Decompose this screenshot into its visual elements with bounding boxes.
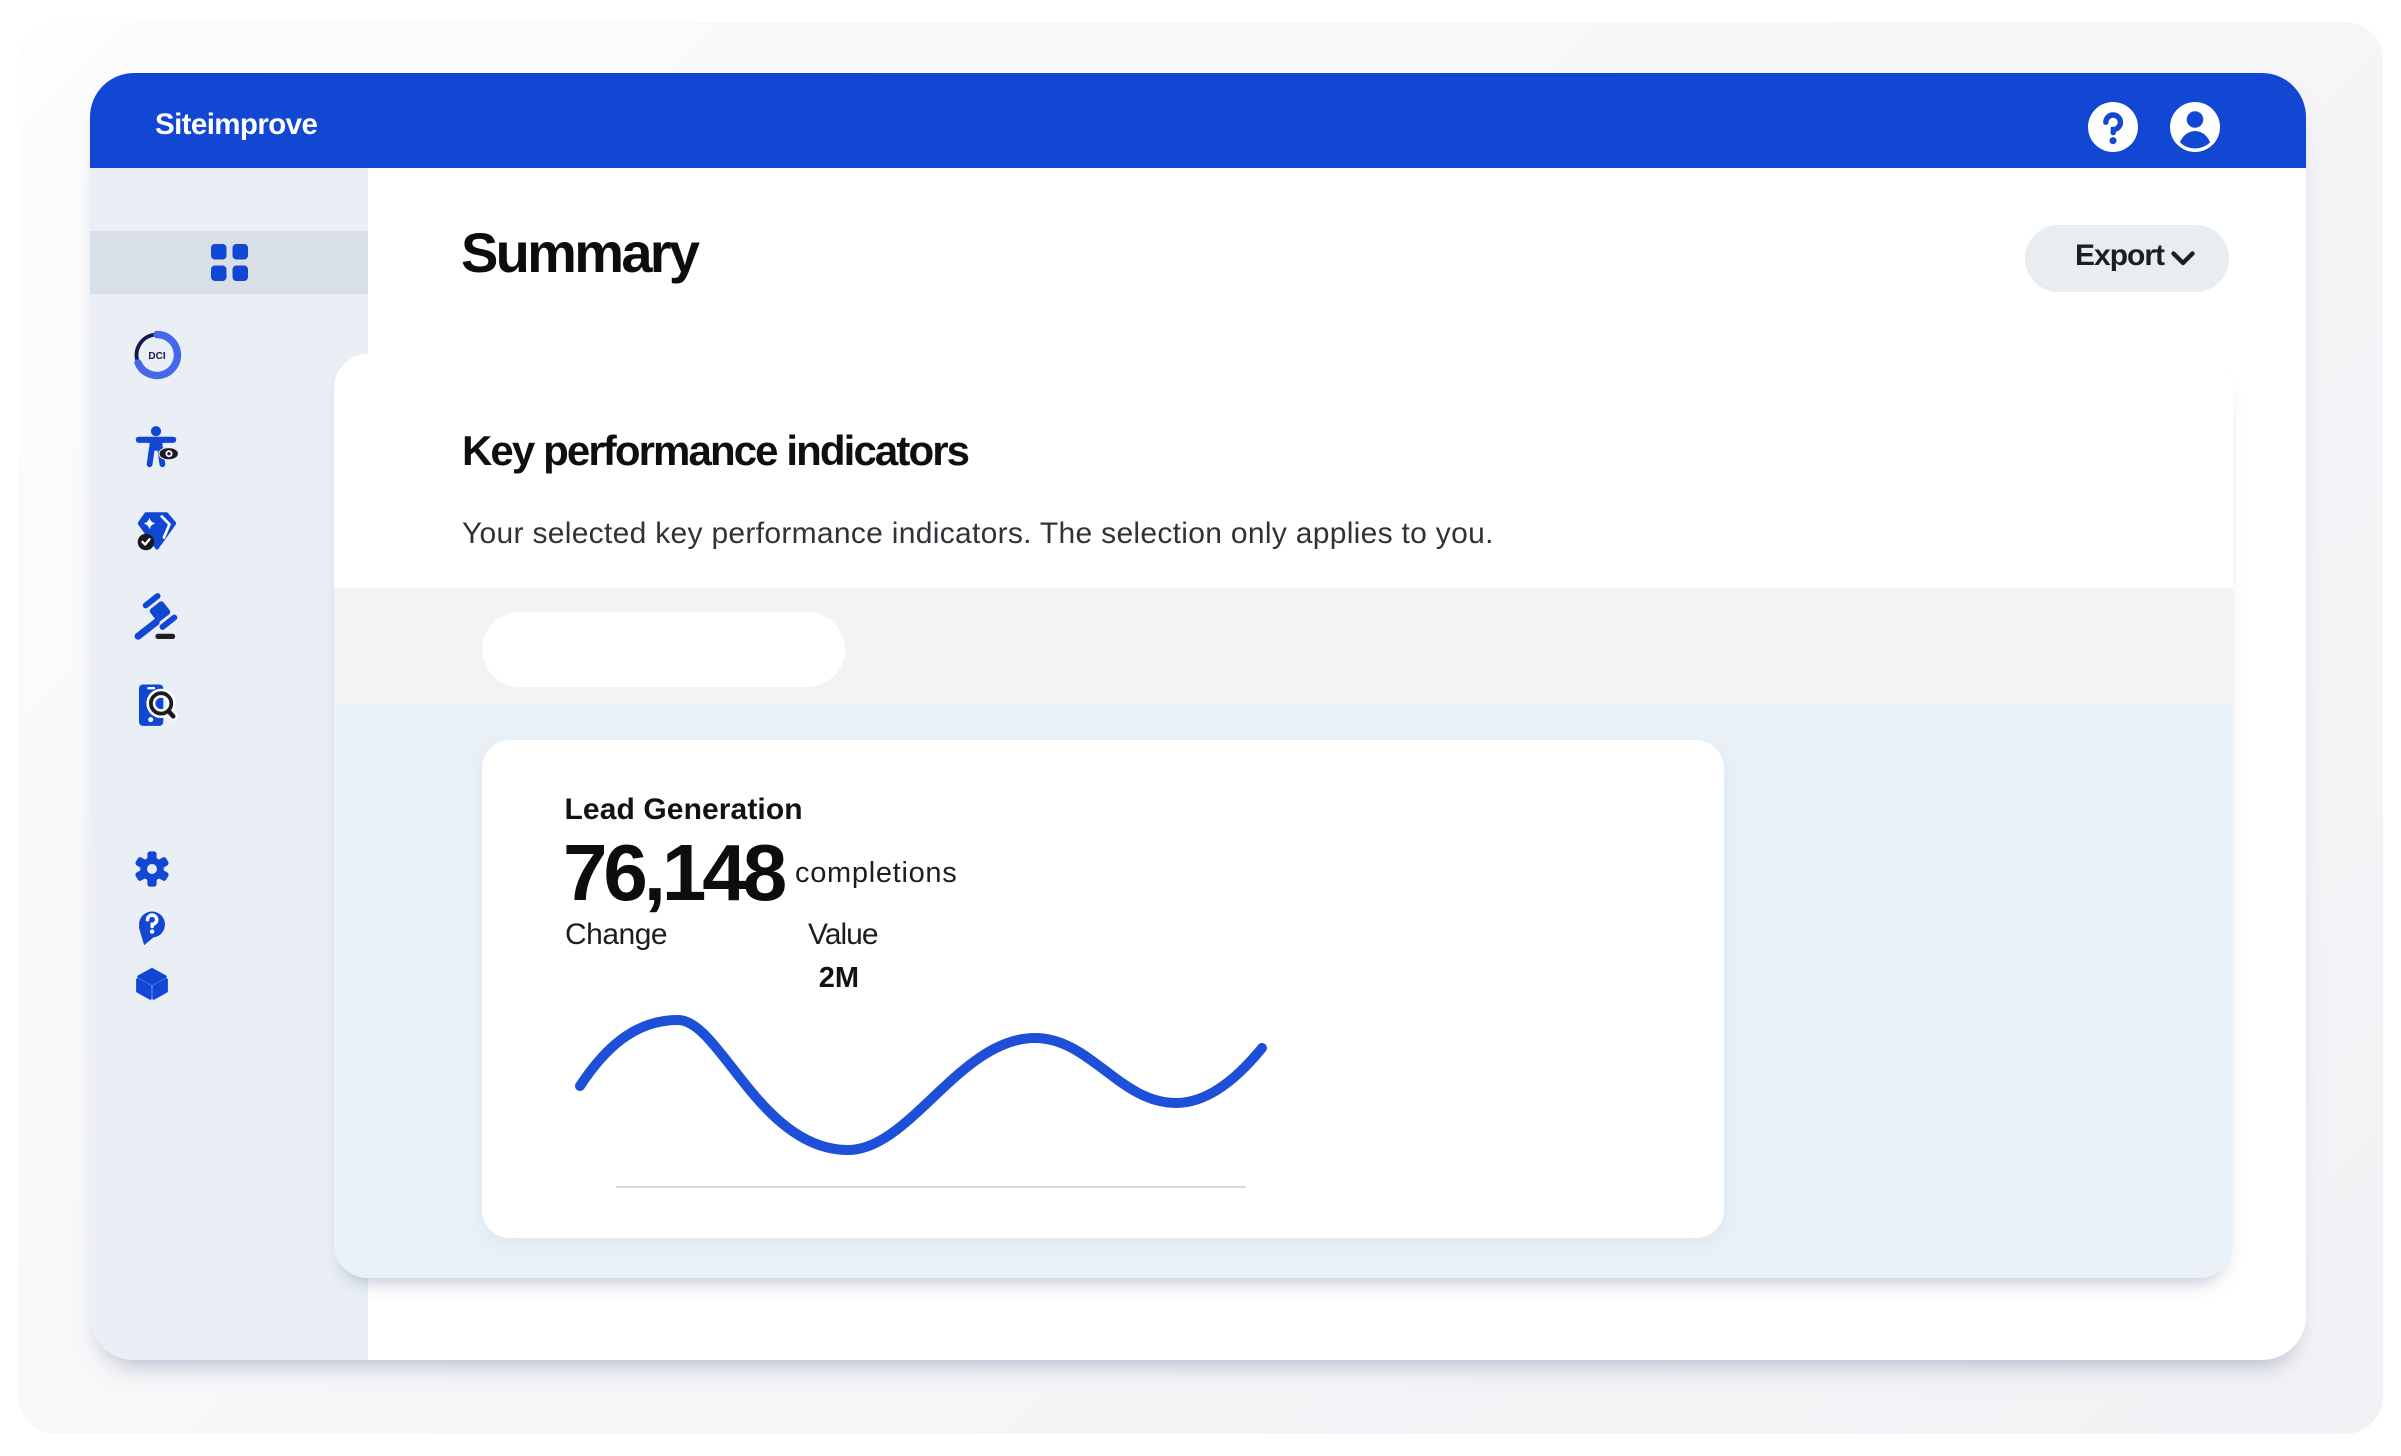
- svg-text:DCI: DCI: [148, 351, 165, 362]
